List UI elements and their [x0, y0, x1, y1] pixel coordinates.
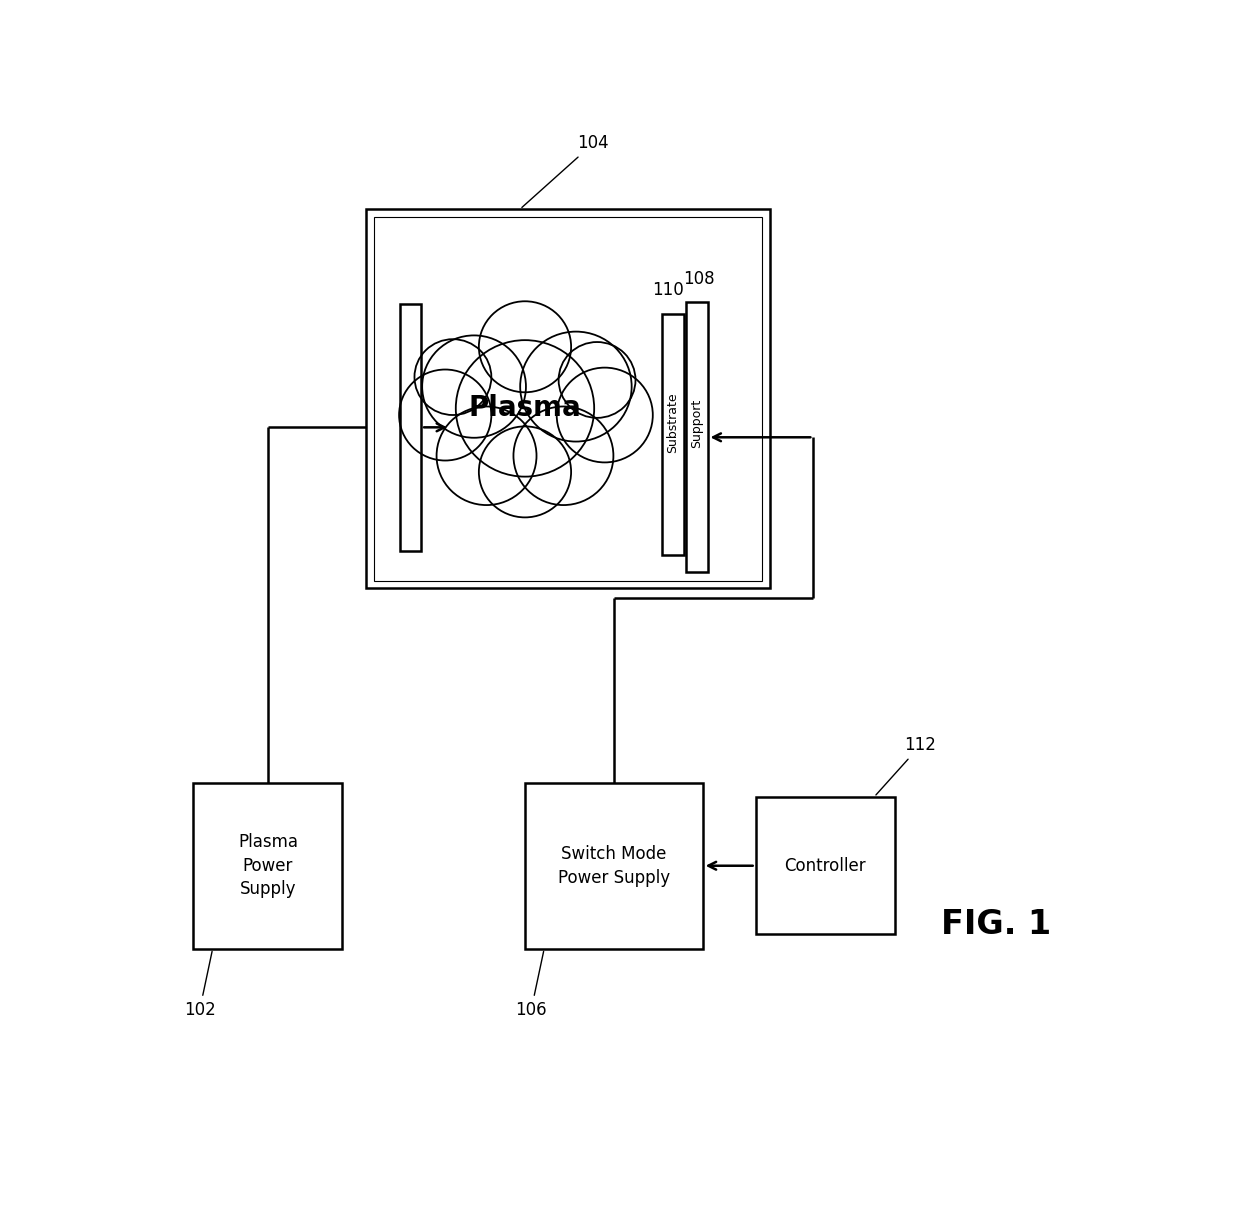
Text: 106: 106	[516, 952, 547, 1019]
Bar	[687, 303, 708, 572]
Circle shape	[521, 331, 631, 442]
Circle shape	[558, 342, 635, 417]
Text: Plasma: Plasma	[469, 394, 582, 422]
Bar	[367, 209, 770, 588]
Circle shape	[456, 340, 594, 476]
Circle shape	[414, 340, 491, 415]
Text: 102: 102	[184, 952, 216, 1019]
Text: FIG. 1: FIG. 1	[941, 908, 1052, 942]
Bar	[662, 314, 683, 555]
Text: Controller: Controller	[785, 857, 866, 875]
Circle shape	[422, 335, 526, 438]
Bar	[374, 217, 763, 581]
Circle shape	[436, 406, 537, 505]
Text: 108: 108	[683, 270, 714, 288]
Text: 104: 104	[522, 134, 609, 208]
Bar	[755, 796, 895, 934]
Text: Plasma
Power
Supply: Plasma Power Supply	[238, 833, 298, 899]
Text: Switch Mode
Power Supply: Switch Mode Power Supply	[558, 844, 670, 886]
Circle shape	[399, 369, 491, 460]
Circle shape	[479, 426, 572, 517]
Text: Substrate: Substrate	[666, 391, 680, 453]
Circle shape	[557, 368, 652, 463]
Text: 110: 110	[652, 282, 684, 299]
Bar	[193, 783, 342, 949]
Text: 112: 112	[875, 736, 936, 795]
Circle shape	[479, 302, 572, 393]
Text: Support: Support	[691, 399, 703, 448]
Circle shape	[513, 406, 614, 505]
Bar	[401, 304, 422, 550]
Bar	[525, 783, 703, 949]
